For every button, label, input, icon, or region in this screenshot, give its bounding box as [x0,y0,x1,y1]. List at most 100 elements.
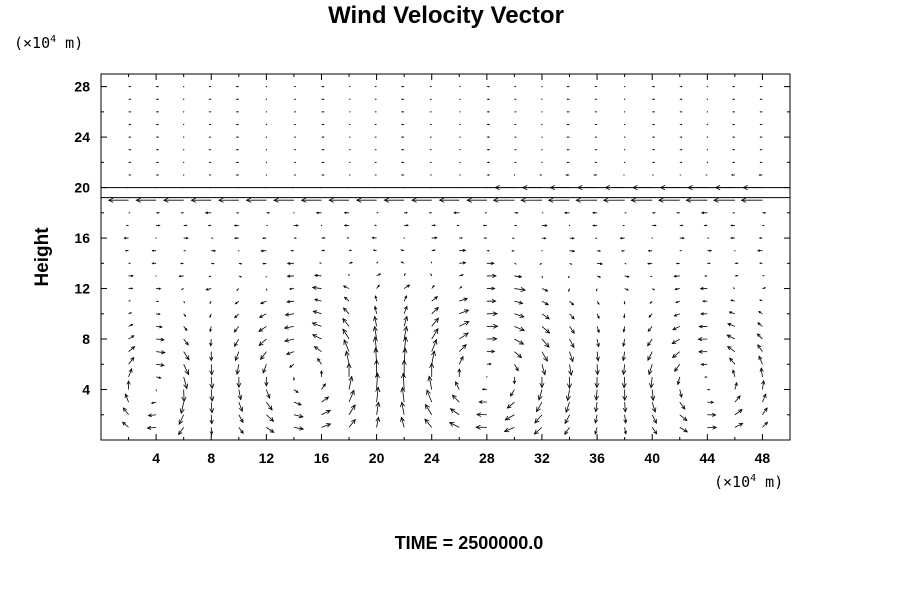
y-tick-label: 12 [74,281,90,297]
arrow-head [515,85,517,88]
arrow-head [158,287,162,290]
arrow-shaft [541,313,550,320]
vector-arrow [238,275,242,278]
vector-arrow [300,197,322,203]
vector-arrow [234,313,240,319]
arrow-head [460,237,463,239]
y-unit-base: (×10 [14,34,50,52]
arrow-head [653,288,656,291]
vector-arrow [403,315,409,327]
arrow-shaft [651,414,657,424]
arrow-head [676,211,679,214]
arrow-shaft [431,339,437,352]
vector-arrow [371,236,377,240]
vector-arrow [448,422,460,428]
arrow-head [543,356,548,362]
arrow-head [122,407,127,412]
vector-arrow [707,262,711,265]
arrow-head [730,236,733,240]
vector-arrow [343,211,350,215]
vector-arrow [567,275,570,279]
arrow-head [457,368,462,373]
vector-arrow [156,325,163,329]
vector-arrow [321,174,325,176]
vector-arrow [190,197,212,203]
arrow-head [322,174,325,176]
arrow-head [406,224,409,227]
arrow-head [732,111,734,113]
arrow-head [158,313,161,316]
arrow-head [405,211,408,214]
vector-arrow [511,237,515,239]
vector-arrow [732,136,735,138]
arrow-shaft [128,335,135,340]
vector-arrow [475,424,487,430]
arrow-head [564,430,569,436]
vector-arrow [534,414,543,424]
arrow-head [726,345,732,351]
arrow-head [544,301,550,306]
arrow-shaft [403,348,406,365]
vector-arrow [514,300,524,305]
vector-arrow [652,136,656,138]
arrow-shaft [426,389,433,403]
arrow-head [544,288,549,292]
arrow-head [146,425,152,430]
arrow-head [571,237,575,240]
arrow-shaft [757,333,763,340]
vector-arrow [679,401,686,410]
vector-dot [155,275,157,277]
arrow-shaft [266,401,273,411]
vector-arrow [676,211,680,214]
arrow-head [487,123,490,126]
arrow-shaft [376,373,378,390]
arrow-shaft [401,417,405,428]
vector-arrow [730,236,735,240]
vector-arrow [647,262,653,265]
vector-arrow [624,288,629,291]
vector-arrow [506,401,515,409]
arrow-shaft [647,351,653,361]
vector-arrow [266,401,273,411]
vector-arrow [207,224,212,227]
vector-dot [265,111,267,113]
vector-arrow [458,344,467,352]
arrow-shaft [541,351,548,362]
vector-arrow [486,85,490,88]
arrow-shaft [401,402,405,415]
arrow-head [647,262,650,265]
vector-arrow [235,98,239,101]
arrow-head [519,326,526,332]
arrow-head [312,310,318,315]
arrow-head [209,396,215,402]
arrow-shaft [514,275,522,278]
arrow-head [234,356,239,362]
vector-arrow [211,262,215,265]
vector-arrow [674,364,681,372]
vector-arrow [595,351,600,362]
vector-arrow [514,262,517,265]
vector-arrow [622,338,626,348]
x-tick-label: 16 [314,450,330,466]
vector-arrow [156,287,162,290]
arrow-shaft [623,376,626,388]
vector-arrow [623,301,626,305]
arrow-head [184,250,187,252]
vector-arrow [312,310,322,315]
arrow-head [311,334,318,339]
vector-arrow [459,286,463,289]
x-tick-label: 32 [534,450,550,466]
arrow-head [653,430,658,435]
vector-arrow [128,161,132,164]
vector-arrow [486,111,490,113]
vector-arrow [293,161,297,163]
vector-dot [706,149,708,151]
vector-arrow [285,351,295,356]
vector-arrow [456,224,460,227]
arrow-head [129,98,132,100]
vector-arrow [431,327,439,340]
vector-arrow [128,300,131,302]
arrow-shaft [594,414,598,423]
vector-arrow [321,237,326,239]
y-tick-label: 16 [74,230,90,246]
